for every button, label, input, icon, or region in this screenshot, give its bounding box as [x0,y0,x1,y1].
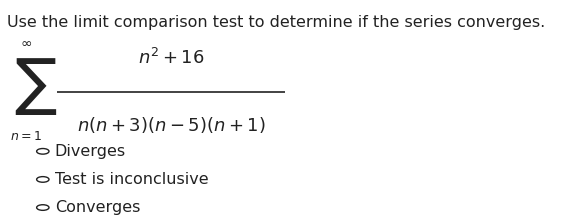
Text: $\sum$: $\sum$ [14,56,58,117]
Text: Diverges: Diverges [55,144,126,159]
Text: Test is inconclusive: Test is inconclusive [55,172,208,187]
Text: $n^2 + 16$: $n^2 + 16$ [138,48,205,68]
Text: $n(n+3)(n-5)(n+1)$: $n(n+3)(n-5)(n+1)$ [77,115,266,135]
Text: Use the limit comparison test to determine if the series converges.: Use the limit comparison test to determi… [7,15,545,30]
Text: $\infty$: $\infty$ [20,36,32,50]
Text: $n=1$: $n=1$ [10,130,42,143]
Text: Converges: Converges [55,200,140,215]
